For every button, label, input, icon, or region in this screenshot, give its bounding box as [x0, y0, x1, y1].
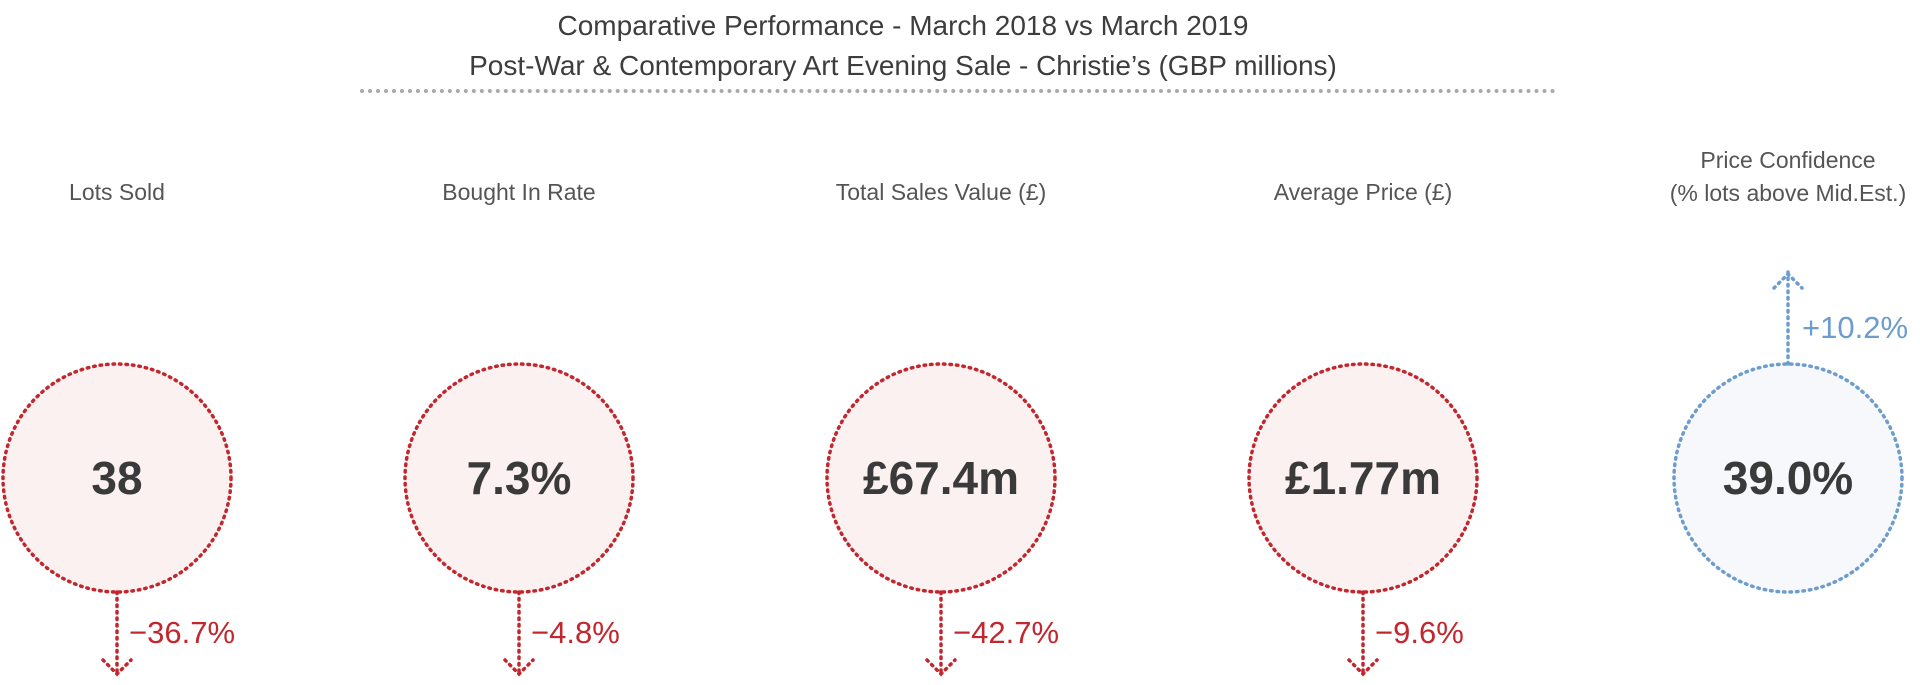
change-label: −4.8% — [531, 615, 620, 650]
metric-label: (% lots above Mid.Est.) — [1670, 180, 1906, 206]
change-label: −36.7% — [129, 615, 235, 650]
metric-value: 38 — [91, 452, 142, 504]
title-block: Comparative Performance - March 2018 vs … — [0, 6, 1806, 86]
change-label: −42.7% — [953, 615, 1059, 650]
change-arrow-head — [503, 658, 535, 677]
metric-circle — [1247, 362, 1479, 594]
change-arrow-head — [1347, 658, 1379, 677]
metric-value: 39.0% — [1723, 452, 1853, 504]
change-label: −9.6% — [1375, 615, 1464, 650]
change-arrow-head — [101, 658, 133, 677]
metric-circle — [403, 362, 635, 594]
metric-label: Total Sales Value (£) — [836, 179, 1047, 205]
metric-circle — [1672, 362, 1904, 594]
title-divider — [360, 89, 1556, 93]
metric-label: Bought In Rate — [442, 179, 595, 205]
metric-value: £67.4m — [863, 452, 1019, 504]
metric-value: £1.77m — [1285, 452, 1441, 504]
metric-circle — [1, 362, 233, 594]
change-label: +10.2% — [1802, 310, 1908, 345]
chart-subtitle: Post-War & Contemporary Art Evening Sale… — [469, 50, 1337, 81]
change-arrow-head — [1772, 271, 1804, 290]
chart-title: Comparative Performance - March 2018 vs … — [557, 10, 1249, 41]
metric-value: 7.3% — [467, 452, 572, 504]
metric-circle — [825, 362, 1057, 594]
change-arrow-head — [925, 658, 957, 677]
metric-label: Lots Sold — [69, 179, 165, 205]
metric-label: Average Price (£) — [1274, 179, 1453, 205]
metric-label: Price Confidence — [1700, 147, 1875, 173]
